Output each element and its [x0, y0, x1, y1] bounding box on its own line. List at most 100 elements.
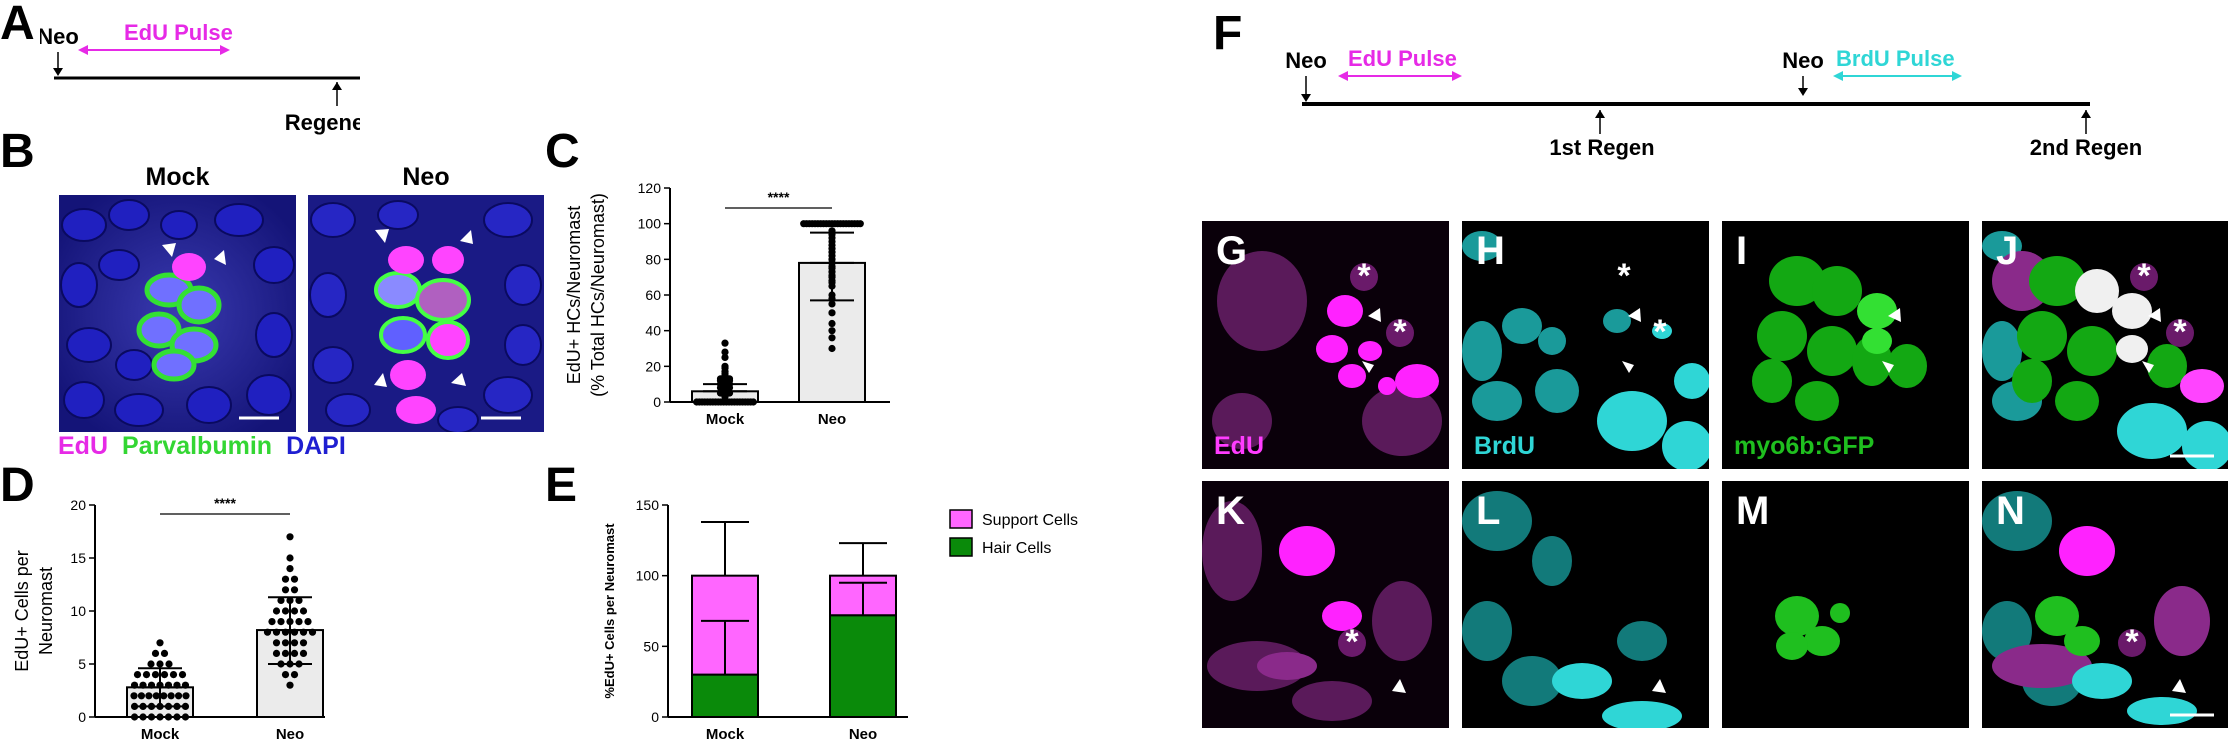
svg-text:*: *: [1653, 313, 1667, 351]
chart-c: 0 20 40 60 80 100 120 EdU+ HCs/Neuromast (% Tota…: [564, 180, 890, 428]
y-axis-label-2: Neuromast: [36, 567, 56, 655]
data-point-mock: [130, 692, 138, 700]
data-point-neo: [299, 607, 308, 615]
micrograph-b-mock: [59, 195, 296, 432]
legend-label-support: Support Cells: [982, 512, 1078, 529]
data-point-mock: [142, 671, 151, 679]
timeline-f: Neo EdU Pulse 1st Regen Neo BrdU Pulse 2…: [1285, 46, 2142, 160]
data-point-mock: [151, 649, 160, 657]
panel-label-g: G: [1216, 229, 1248, 273]
data-point-neo: [299, 649, 308, 657]
data-point-mock: [160, 671, 169, 679]
timeline-a-pulse: EdU Pulse: [124, 20, 233, 45]
data-point-neo: [828, 300, 836, 308]
data-point-neo: [299, 639, 308, 647]
timeline-f-start1: Neo: [1285, 48, 1327, 73]
data-point-mock: [152, 692, 160, 700]
data-point-neo: [281, 649, 290, 657]
timeline-f-end: 2nd Regen: [2030, 135, 2142, 160]
y-tick-label: 20: [645, 358, 661, 374]
data-point-neo: [272, 649, 281, 657]
micrograph-l-brdu: L: [1462, 481, 1709, 728]
data-point-neo: [281, 671, 290, 679]
data-point-mock: [749, 398, 757, 406]
panel-label-f: F: [1213, 7, 1243, 60]
data-point-mock: [181, 702, 190, 710]
data-point-neo: [286, 554, 294, 562]
micrograph-n-merge: * N: [1982, 481, 2228, 728]
legend-swatch-hair: [949, 537, 973, 557]
y-tick-label: 100: [638, 216, 662, 232]
data-point-mock: [181, 713, 190, 721]
data-point-mock: [147, 660, 155, 668]
bar-hair-mock: [691, 673, 759, 719]
y-tick-label: 20: [70, 497, 86, 513]
data-point-mock: [182, 692, 190, 700]
svg-text:*: *: [1393, 313, 1407, 351]
data-point-neo: [828, 319, 836, 328]
panel-label-a: A: [0, 0, 35, 50]
y-tick-label: 0: [653, 394, 661, 410]
data-point-neo: [286, 533, 294, 541]
data-point-neo: [272, 607, 281, 615]
data-point-neo: [281, 586, 290, 594]
panel-label-h: H: [1476, 229, 1505, 273]
x-tick-label-mock: Mock: [706, 726, 745, 742]
y-axis-label: %EdU+ Cells per Neuromast: [602, 523, 617, 699]
data-point-neo: [286, 565, 294, 573]
legend-swatch-support: [949, 509, 973, 529]
significance-label: ****: [768, 189, 790, 205]
svg-text:*: *: [1357, 257, 1371, 295]
timeline-a-start: Neo: [40, 24, 79, 49]
data-point-mock: [160, 692, 168, 700]
y-tick-label: 40: [645, 323, 661, 339]
panel-label-c: C: [545, 125, 580, 178]
x-tick-label-neo: Neo: [849, 726, 877, 742]
micrograph-k-edu: * K: [1202, 481, 1449, 728]
data-point-mock: [139, 713, 147, 721]
x-tick-label-mock: Mock: [706, 411, 745, 428]
data-point-mock: [130, 702, 139, 710]
y-tick-label: 50: [643, 638, 659, 654]
panel-b-legend: EdU Parvalbumin DAPI: [58, 432, 360, 461]
data-point-neo: [304, 618, 312, 626]
data-point-neo: [295, 596, 303, 604]
panel-b-title-neo: Neo: [402, 163, 450, 191]
y-tick-label: 10: [70, 603, 86, 619]
legend-edu: EdU: [58, 432, 108, 460]
data-point-neo: [295, 618, 303, 626]
data-point-neo: [268, 618, 276, 626]
channel-label-brdu-h: BrdU: [1474, 432, 1536, 460]
data-point-mock: [147, 713, 156, 721]
bar-hair-neo: [829, 614, 897, 718]
data-point-mock: [721, 353, 729, 362]
data-point-neo: [286, 681, 294, 689]
panel-label-b: B: [0, 125, 35, 178]
legend-label-hair: Hair Cells: [982, 540, 1051, 557]
data-point-neo: [290, 671, 299, 679]
data-point-mock: [721, 339, 729, 347]
data-point-mock: [178, 671, 187, 679]
data-point-neo: [290, 649, 299, 657]
panel-label-j: J: [1996, 229, 2019, 273]
svg-text:*: *: [2173, 313, 2187, 351]
data-point-neo: [290, 575, 299, 583]
y-axis-label-2: (% Total HCs/Neuromast): [588, 193, 608, 397]
data-point-mock: [165, 660, 173, 668]
panel-label-l: L: [1476, 489, 1501, 533]
panel-label-k: K: [1216, 489, 1245, 533]
timeline-f-start2: Neo: [1782, 48, 1824, 73]
svg-text:*: *: [1617, 257, 1631, 295]
panel-label-d: D: [0, 459, 35, 512]
data-point-mock: [169, 671, 178, 679]
timeline-a: Neo EdU Pulse Regeneration: [40, 20, 360, 135]
data-point-neo: [277, 596, 285, 604]
data-point-mock: [167, 692, 175, 700]
micrograph-m-gfp: M: [1722, 481, 1969, 728]
data-point-neo: [828, 309, 836, 317]
data-point-mock: [181, 681, 190, 689]
data-point-mock: [164, 713, 173, 721]
channel-label-gfp-i: myo6b:GFP: [1734, 432, 1875, 460]
timeline-f-pulse1: EdU Pulse: [1348, 46, 1457, 71]
data-point-mock: [151, 671, 160, 679]
